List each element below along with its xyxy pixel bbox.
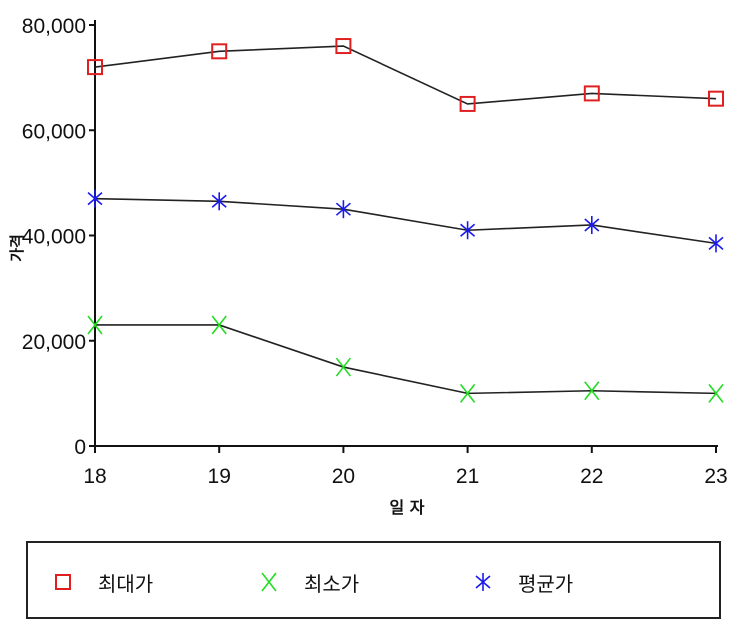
x-axis-label: 일 자 <box>389 498 424 517</box>
data-point <box>708 383 724 403</box>
x-tick-label: 23 <box>704 465 727 488</box>
data-point <box>87 59 103 76</box>
y-tick-label: 40,000 <box>22 226 86 249</box>
series-line <box>95 324 717 395</box>
legend-item-avg: 평균가 <box>474 567 573 597</box>
y-tick-label: 20,000 <box>22 331 86 354</box>
data-point <box>211 315 227 335</box>
data-point <box>708 90 724 107</box>
data-point <box>708 234 724 253</box>
legend-label-avg: 평균가 <box>518 571 574 596</box>
series-line <box>94 45 717 105</box>
series-1 <box>87 315 724 403</box>
line-chart: 0 20,000 40,000 60,000 80,000 18 19 20 21 22 23 가… <box>8 15 728 517</box>
data-point <box>335 200 351 219</box>
y-tick-label: 60,000 <box>22 120 86 143</box>
asterisk-marker-icon <box>475 573 491 591</box>
data-point <box>584 381 600 401</box>
x-tick-label: 18 <box>83 465 106 488</box>
y-tick-label: 80,000 <box>22 15 86 38</box>
legend-label-min: 최소가 <box>304 571 360 596</box>
data-point <box>584 215 600 234</box>
data-point <box>335 38 352 55</box>
square-marker-icon <box>55 574 71 590</box>
data-point <box>460 221 476 240</box>
y-axis-ticks: 0 20,000 40,000 60,000 80,000 <box>22 15 95 459</box>
x-tick-label: 19 <box>208 465 231 488</box>
axes <box>94 20 718 447</box>
legend: 최대가 최소가 평균가 <box>26 541 721 619</box>
data-point <box>583 85 600 102</box>
x-tick-label: 20 <box>332 465 355 488</box>
x-tick-label: 21 <box>456 465 479 488</box>
data-point <box>459 383 476 403</box>
legend-item-max: 최대가 <box>54 567 153 597</box>
data-point <box>87 315 103 335</box>
legend-item-min: 최소가 <box>260 567 359 597</box>
y-tick-label: 0 <box>74 436 86 459</box>
data-point <box>211 192 227 211</box>
x-tick-label: 22 <box>580 465 603 488</box>
data-point <box>459 95 476 112</box>
series-line <box>94 197 717 245</box>
legend-label-max: 최대가 <box>98 571 154 596</box>
data-point <box>211 43 228 60</box>
data-point <box>335 357 352 377</box>
x-marker-icon <box>261 572 277 592</box>
series-group <box>87 38 724 403</box>
data-point <box>87 189 103 208</box>
y-axis-label: 가격 <box>8 234 26 262</box>
x-axis-ticks: 18 19 20 21 22 23 <box>83 446 728 488</box>
series-2 <box>87 189 724 253</box>
series-0 <box>87 38 724 112</box>
